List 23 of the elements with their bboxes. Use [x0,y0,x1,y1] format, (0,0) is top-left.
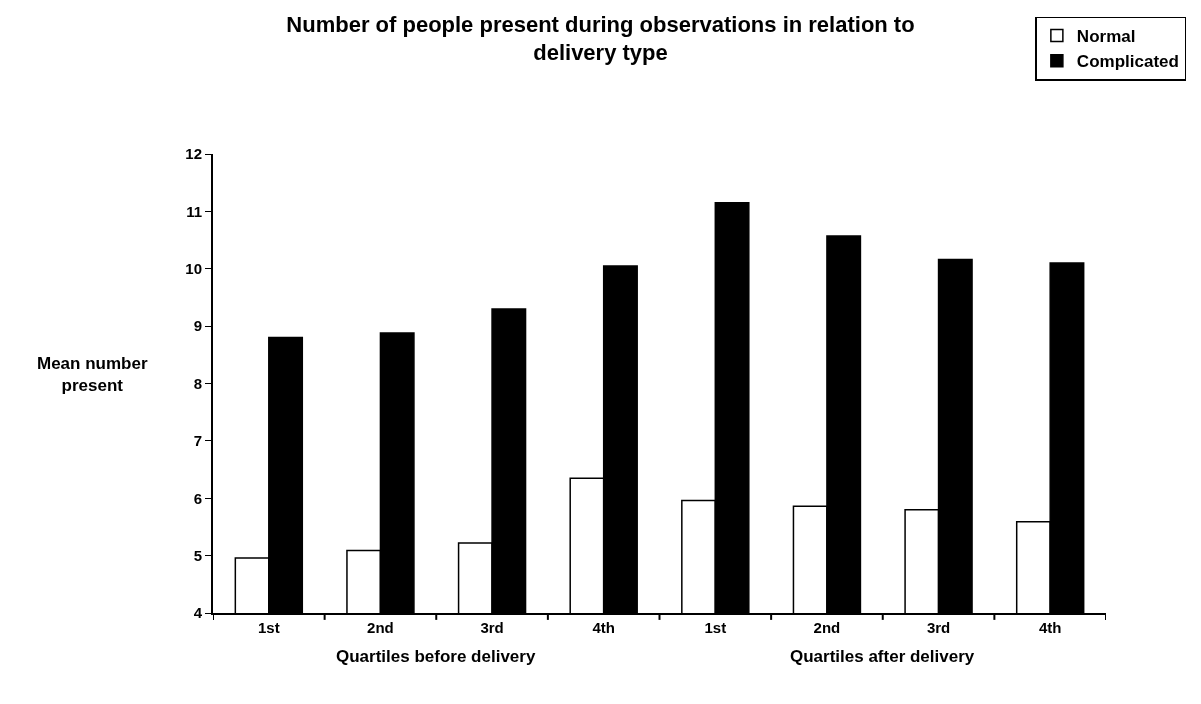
y-tick-label: 12 [185,145,202,163]
y-tick-label: 11 [186,202,202,220]
x-tick-label: 4th [592,619,615,636]
y-axis-title: Mean number present [37,354,148,396]
y-tick-label: 8 [193,374,202,392]
y-tick-label: 7 [193,432,202,450]
x-tick-label: 1st [704,619,727,636]
y-tick-label: 10 [185,260,202,277]
x-tick-label: 2nd [813,619,841,636]
x-tick-label: 4th [1038,619,1062,636]
y-tick-label: 9 [193,317,202,335]
x-tick-label: 1st [257,619,280,636]
legend-label: Normal [1076,27,1136,47]
y-tick-label: 6 [193,489,202,507]
y-tick-label: 5 [193,546,202,564]
text: Quartiles before delivery [336,647,536,666]
x-tick-label: 3rd [926,619,951,636]
chart-title: Number of people present during observations in relation to delivery type [286,11,915,66]
y-tick-label: 4 [193,604,203,622]
x-tick-label: 2nd [367,619,394,636]
text: Quartiles after delivery [790,647,975,666]
legend-label: Complicated [1076,52,1179,72]
x-tick-label: 3rd [480,619,504,636]
